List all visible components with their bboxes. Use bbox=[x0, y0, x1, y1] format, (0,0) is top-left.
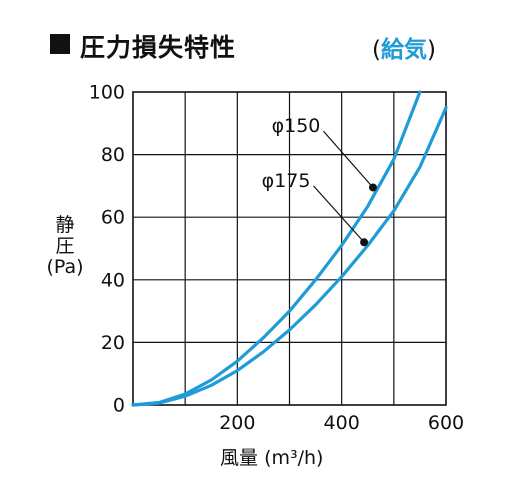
chart-title: 圧力損失特性 bbox=[80, 33, 237, 62]
series-label-1: φ150 bbox=[272, 115, 321, 137]
supply-close-paren: ) bbox=[426, 37, 436, 63]
x-axis-label: 風量 (m³/h) bbox=[220, 443, 323, 470]
series-point-marker-1 bbox=[368, 183, 377, 192]
x-label-unit: (m³/h) bbox=[264, 447, 324, 469]
y-tick-label: 80 bbox=[101, 144, 125, 166]
y-tick-label: 0 bbox=[113, 395, 125, 417]
supply-open-paren: ( bbox=[372, 37, 381, 63]
title-square-icon bbox=[50, 34, 70, 54]
plot-frame bbox=[132, 91, 447, 406]
supply-tag: (給気) bbox=[372, 30, 436, 64]
x-label-main: 風量 bbox=[220, 447, 259, 469]
y-label-line1: 静 bbox=[55, 214, 75, 236]
callout-leader-1 bbox=[322, 130, 374, 188]
y-label-unit: (Pa) bbox=[46, 256, 84, 278]
x-tick-label: 600 bbox=[428, 412, 464, 434]
supply-word: 給気 bbox=[380, 37, 427, 63]
y-tick-label: 40 bbox=[101, 269, 125, 291]
y-tick-label: 100 bbox=[89, 82, 125, 104]
x-tick-label: 400 bbox=[324, 412, 360, 434]
chart-header: 圧力損失特性 (給気) bbox=[0, 0, 521, 70]
series-point-marker-2 bbox=[360, 238, 369, 247]
x-tick-label: 200 bbox=[219, 412, 255, 434]
callout-leader-2 bbox=[313, 185, 365, 243]
y-tick-label: 20 bbox=[101, 332, 125, 354]
series-label-2: φ175 bbox=[262, 170, 311, 192]
series-curve-2 bbox=[131, 106, 448, 407]
y-label-line2: 圧 bbox=[55, 235, 75, 257]
y-tick-label: 60 bbox=[101, 207, 125, 229]
y-axis-label: 静 圧 (Pa) bbox=[40, 215, 90, 278]
series-curve-1 bbox=[131, 90, 422, 407]
